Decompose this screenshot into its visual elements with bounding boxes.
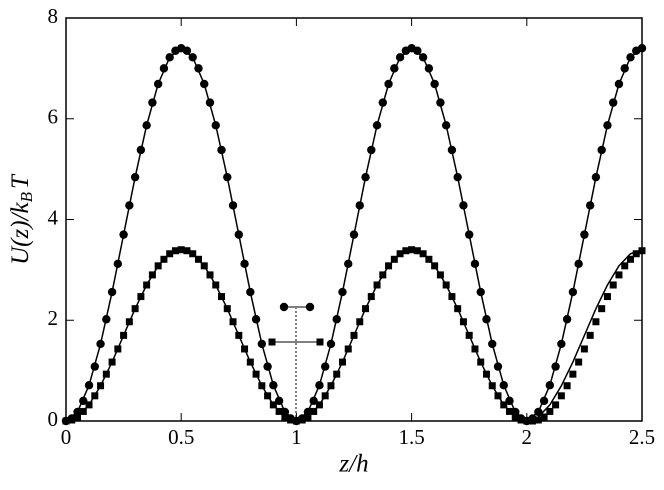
x-tick-label: 0 bbox=[61, 425, 72, 449]
plot-frame bbox=[65, 17, 643, 422]
square-marker bbox=[546, 407, 554, 415]
square-marker bbox=[575, 358, 583, 366]
square-marker bbox=[615, 271, 623, 279]
curve bbox=[65, 47, 643, 422]
square-marker bbox=[68, 416, 76, 424]
x-tick-label: 2 bbox=[522, 425, 533, 449]
square-marker bbox=[557, 392, 565, 400]
square-marker bbox=[638, 247, 646, 255]
square-marker bbox=[621, 262, 629, 270]
y-label-sub: B bbox=[17, 191, 36, 202]
x-tick-label: 2.5 bbox=[629, 425, 655, 449]
square-marker bbox=[171, 247, 179, 255]
square-marker bbox=[552, 401, 560, 409]
square-marker bbox=[287, 416, 295, 424]
square-marker bbox=[534, 416, 542, 424]
y-tick-label: 0 bbox=[48, 407, 59, 431]
square-marker bbox=[402, 247, 410, 255]
y-axis-label: U(z)/kBT bbox=[7, 173, 36, 265]
y-tick-label: 8 bbox=[48, 4, 59, 28]
square-marker bbox=[632, 250, 640, 258]
y-tick-label: 6 bbox=[48, 105, 59, 129]
x-axis-label: z/h bbox=[338, 451, 368, 478]
circle-end bbox=[279, 302, 289, 312]
square-marker bbox=[298, 416, 306, 424]
square-marker bbox=[183, 247, 191, 255]
square-marker bbox=[598, 305, 606, 313]
square-marker bbox=[603, 293, 611, 301]
y-tick-label: 4 bbox=[48, 205, 59, 229]
square-end bbox=[268, 338, 276, 346]
circle-marker bbox=[413, 46, 422, 55]
square-marker bbox=[563, 382, 571, 390]
y-label-tail: T bbox=[7, 173, 34, 189]
y-label-main: U(z)/k bbox=[7, 202, 34, 265]
annotation bbox=[268, 302, 324, 421]
circle-end bbox=[305, 302, 315, 312]
curve bbox=[65, 248, 643, 422]
square-marker bbox=[609, 281, 617, 289]
square-marker bbox=[580, 345, 588, 353]
circle-marker bbox=[182, 46, 192, 55]
square-end bbox=[316, 338, 324, 346]
square-marker bbox=[569, 370, 577, 378]
square-marker bbox=[517, 416, 525, 424]
square-marker bbox=[529, 417, 537, 425]
square-marker bbox=[592, 318, 600, 326]
square-marker bbox=[586, 331, 594, 339]
square-marker bbox=[540, 413, 548, 421]
x-tick-label: 1 bbox=[291, 425, 302, 449]
square-marker bbox=[626, 255, 634, 263]
x-tick-label: 1.5 bbox=[398, 425, 424, 449]
x-tick-label: 0.5 bbox=[168, 425, 194, 449]
y-tick-label: 2 bbox=[48, 306, 59, 330]
square-marker bbox=[413, 247, 421, 255]
